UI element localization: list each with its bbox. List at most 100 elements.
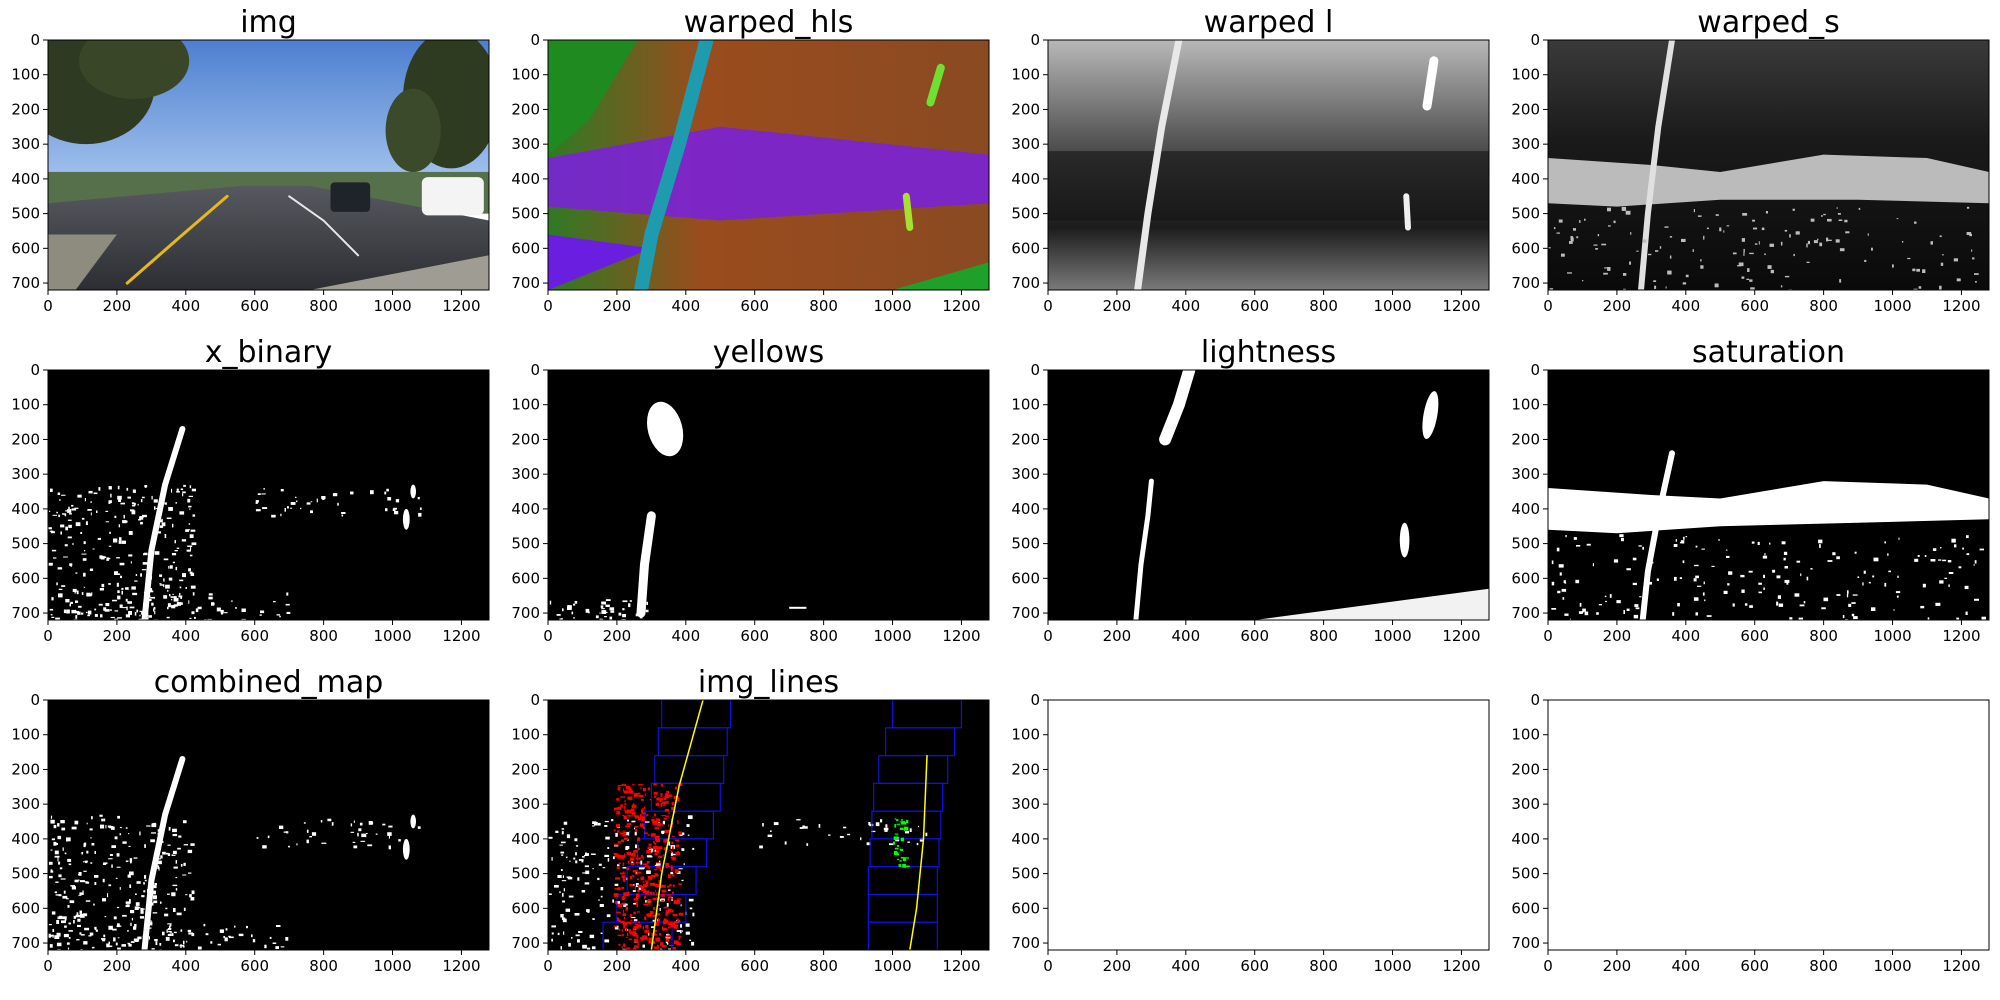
yellow-pixel	[610, 610, 615, 613]
edge-pixel	[190, 843, 195, 846]
edge-pixel	[122, 607, 128, 609]
left-lane-pixel	[672, 947, 676, 950]
edge-pixel	[51, 531, 55, 534]
edge-pixel	[167, 606, 169, 610]
edge-pixel	[919, 837, 924, 842]
edge-pixel	[167, 844, 171, 846]
edge-pixel	[140, 499, 143, 503]
edge-pixel	[168, 827, 171, 831]
edge-pixel	[108, 941, 110, 944]
texture-speckle	[1867, 233, 1869, 236]
left-lane-pixel	[671, 841, 674, 845]
edge-pixel	[80, 914, 85, 918]
left-lane-pixel	[628, 790, 632, 794]
saturation-pixel	[1740, 574, 1745, 578]
yellow-pixel	[559, 618, 563, 620]
left-lane-pixel	[623, 909, 625, 913]
saturation-pixel	[1763, 574, 1765, 578]
edge-pixel	[551, 932, 554, 935]
edge-pixel	[353, 820, 355, 823]
y-tick-label: 100	[11, 66, 40, 84]
yellow-pixel	[573, 617, 575, 619]
left-lane-pixel	[668, 874, 671, 879]
edge-pixel	[127, 930, 129, 932]
left-lane-pixel	[671, 835, 675, 837]
y-tick-label: 500	[1511, 205, 1540, 223]
x-tick-label: 1200	[1942, 627, 1980, 645]
left-lane	[1639, 450, 1675, 620]
edge-pixel	[224, 937, 228, 942]
edge-pixel	[234, 925, 236, 928]
x-tick-label: 200	[1103, 297, 1132, 315]
edge-pixel	[917, 825, 920, 828]
left-lane-pixel	[631, 811, 636, 816]
edge-pixel	[48, 527, 52, 530]
edge-pixel	[103, 607, 107, 611]
edge-pixel	[164, 502, 167, 505]
saturation-pixel	[1616, 600, 1621, 604]
left-lane-edges	[141, 426, 186, 620]
texture-speckle	[1737, 265, 1742, 267]
y-tick-label: 400	[511, 830, 540, 848]
left-lane-pixel	[656, 850, 659, 853]
edge-pixel	[94, 926, 97, 930]
left-lane-pixel	[617, 830, 620, 833]
roadside-gravel	[48, 234, 117, 290]
texture-speckle	[1655, 250, 1659, 252]
left-lane-pixel	[659, 799, 662, 803]
edge-pixel	[321, 842, 327, 844]
edge-pixel	[172, 561, 175, 564]
left-lane-pixel	[632, 875, 635, 877]
edge-pixel	[142, 514, 147, 518]
texture-speckle	[1549, 288, 1554, 290]
edge-pixel	[84, 927, 90, 931]
left-lane-pixel	[637, 942, 639, 946]
edge-pixel	[633, 902, 638, 905]
edge-pixel	[916, 842, 919, 846]
edge-pixel	[183, 820, 187, 824]
left-lane-pixel	[641, 812, 646, 815]
edge-pixel	[164, 913, 169, 917]
left-lane-pixel	[623, 815, 627, 820]
mask-background	[548, 700, 989, 950]
texture-speckle	[1665, 286, 1667, 289]
left-lane-pixel	[656, 892, 658, 896]
edge-pixel	[103, 818, 106, 822]
edge-pixel	[108, 486, 112, 490]
left-lane-pixel	[640, 936, 644, 941]
edge-pixel	[51, 597, 54, 601]
edge-pixel	[168, 931, 172, 933]
edge-pixel	[185, 529, 189, 532]
axes-frame	[1547, 39, 1990, 291]
edge-pixel	[255, 509, 261, 512]
yellow-pixel	[646, 601, 648, 605]
y-tick-label: 300	[511, 465, 540, 483]
y-tick-label: 400	[11, 500, 40, 518]
edge-pixel	[127, 874, 131, 878]
edge-pixel	[224, 612, 228, 614]
texture-speckle	[1625, 210, 1631, 215]
edge-pixel	[586, 853, 589, 856]
edge-pixel	[62, 895, 68, 899]
texture-speckle	[1743, 248, 1745, 253]
saturation-pixel	[1744, 603, 1748, 606]
left-lane-pixel	[636, 855, 639, 857]
edge-pixel	[418, 512, 422, 517]
y-tick-label: 400	[11, 830, 40, 848]
edge-pixel	[568, 895, 574, 898]
edge-pixel	[759, 845, 763, 849]
saturation-pixel	[1757, 541, 1760, 545]
y-tick-label: 100	[1511, 726, 1540, 744]
edge-pixel	[188, 529, 190, 531]
edge-pixel	[152, 884, 157, 889]
edge-pixel	[187, 929, 192, 933]
edge-pixel	[267, 835, 270, 839]
edge-pixel	[129, 884, 132, 888]
edge-pixel	[182, 493, 184, 497]
edge-pixel	[64, 925, 67, 928]
white-lane-marking	[288, 195, 360, 257]
edge-pixel	[56, 920, 60, 924]
saturation-pixel	[1964, 585, 1969, 590]
edge-pixel	[623, 903, 627, 907]
yellow-pixel	[600, 605, 604, 608]
